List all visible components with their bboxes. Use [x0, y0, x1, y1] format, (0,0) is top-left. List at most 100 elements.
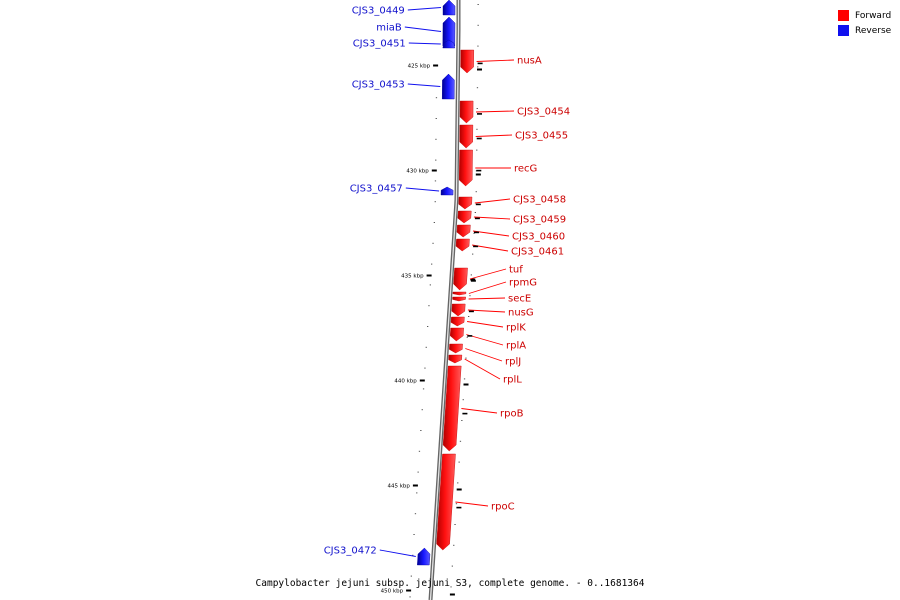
reverse-swatch — [838, 25, 849, 36]
minor-tick — [409, 596, 411, 598]
minor-tick — [417, 471, 419, 473]
gene-end-mark — [475, 203, 481, 206]
gene-label-CJS3_0454[interactable]: CJS3_0454 — [517, 107, 570, 118]
gene-label-recG[interactable]: recG — [514, 164, 537, 175]
gene-label-rpmG[interactable]: rpmG — [509, 278, 537, 289]
gene-arrow — [453, 267, 468, 291]
gene-label-CJS3_0472[interactable]: CJS3_0472 — [324, 546, 377, 557]
gene-label-CJS3_0460[interactable]: CJS3_0460 — [512, 232, 565, 243]
gene-CJS3_0455[interactable] — [459, 124, 474, 149]
gene-CJS3_0472[interactable] — [417, 547, 431, 566]
gene-label-miaB[interactable]: miaB — [376, 23, 402, 34]
minor-tick — [476, 149, 478, 151]
kbp-tick-label: 445 kbp — [387, 484, 410, 490]
legend-reverse-label: Reverse — [855, 25, 892, 36]
gene-CJS3_0458[interactable] — [458, 196, 473, 210]
minor-tick — [420, 430, 422, 431]
gene-rplL[interactable] — [448, 354, 463, 364]
kbp-tick-label: 450 kbp — [381, 589, 404, 595]
minor-tick — [424, 367, 426, 369]
minor-tick — [435, 138, 437, 140]
legend-forward: Forward — [838, 8, 891, 23]
gene-label-rplJ[interactable]: rplJ — [505, 357, 521, 368]
gene-arrow — [442, 16, 456, 47]
gene-label-secE[interactable]: secE — [508, 294, 531, 305]
gene-label-CJS3_0461[interactable]: CJS3_0461 — [511, 247, 564, 258]
gene-label-CJS3_0457[interactable]: CJS3_0457 — [350, 184, 403, 195]
minor-tick — [465, 357, 467, 359]
gene-rpmG[interactable] — [452, 291, 467, 296]
gene-CJS3_0460[interactable] — [456, 224, 471, 238]
gene-secE[interactable] — [452, 296, 466, 302]
gene-label-tuf[interactable]: tuf — [509, 265, 523, 276]
gene-label-rplA[interactable]: rplA — [506, 341, 526, 352]
gene-tuf[interactable] — [453, 267, 468, 291]
minor-tick — [428, 305, 430, 307]
gene-CJS3_0457[interactable] — [440, 186, 454, 196]
gene-miaB[interactable] — [442, 16, 456, 47]
gene-label-CJS3_0458[interactable]: CJS3_0458 — [513, 195, 566, 206]
gene-recG[interactable] — [458, 149, 473, 187]
gene-label-CJS3_0459[interactable]: CJS3_0459 — [513, 215, 566, 226]
kbp-tick: 425 kbp — [408, 64, 482, 71]
gene-label-rpoB[interactable]: rpoB — [500, 409, 524, 420]
gene-label-rplL[interactable]: rplL — [503, 375, 522, 386]
minor-tick — [422, 388, 425, 390]
leader-line — [455, 501, 489, 507]
gene-label-CJS3_0455[interactable]: CJS3_0455 — [515, 131, 568, 142]
gene-rpoB[interactable] — [442, 365, 462, 452]
gene-CJS3_0461[interactable] — [455, 238, 470, 252]
gene-label-nusA[interactable]: nusA — [517, 56, 542, 67]
minor-tick — [421, 409, 423, 411]
gene-label-nusG[interactable]: nusG — [508, 308, 534, 319]
minor-tick — [435, 118, 437, 119]
gene-arrow — [457, 210, 472, 224]
kbp-tick-label: 440 kbp — [394, 379, 417, 385]
minor-tick — [476, 108, 478, 109]
gene-rplA[interactable] — [449, 327, 464, 342]
gene-end-mark — [470, 280, 476, 282]
gene-CJS3_0459[interactable] — [457, 210, 472, 224]
gene-arrow — [442, 0, 456, 16]
minor-tick — [454, 524, 456, 525]
gene-label-rpoC[interactable]: rpoC — [491, 502, 515, 513]
gene-label-CJS3_0449[interactable]: CJS3_0449 — [352, 6, 405, 17]
gene-arrow — [459, 124, 474, 149]
gene-CJS3_0454[interactable] — [459, 100, 474, 124]
minor-tick — [434, 201, 436, 203]
gene-end-mark — [476, 137, 482, 140]
gene-label-CJS3_0453[interactable]: CJS3_0453 — [352, 80, 405, 91]
minor-tick — [474, 212, 476, 213]
gene-label-CJS3_0451[interactable]: CJS3_0451 — [353, 39, 406, 50]
minor-tick — [477, 66, 479, 68]
gene-rpoC[interactable] — [436, 453, 456, 551]
gene-CJS3_0453[interactable] — [441, 73, 455, 100]
gene-nusA[interactable] — [460, 49, 475, 74]
gene-CJS3_0451[interactable] — [442, 39, 456, 49]
gene-CJS3_0449[interactable] — [442, 0, 456, 16]
gene-rplJ[interactable] — [449, 343, 463, 354]
minor-tick — [418, 450, 421, 452]
minor-tick — [410, 575, 412, 577]
gene-label-rplK[interactable]: rplK — [506, 323, 526, 334]
leader-line — [464, 358, 501, 380]
gene-arrow — [450, 316, 465, 327]
minor-tick — [429, 284, 431, 286]
gene-end-mark — [462, 412, 468, 415]
gene-end-mark — [474, 231, 479, 234]
gene-arrow — [449, 327, 464, 342]
leader-line — [408, 42, 441, 45]
gene-arrow — [459, 100, 474, 124]
leader-line — [474, 198, 511, 204]
gene-end-mark — [473, 245, 479, 248]
gene-arrow — [449, 343, 463, 354]
minor-tick — [416, 492, 418, 494]
legend: Forward Reverse — [838, 8, 891, 38]
leader-line — [473, 216, 511, 220]
gene-nusG[interactable] — [451, 303, 466, 317]
minor-tick — [451, 565, 453, 567]
minor-tick — [466, 336, 468, 338]
gene-rplK[interactable] — [450, 316, 465, 327]
leader-line — [475, 110, 515, 113]
